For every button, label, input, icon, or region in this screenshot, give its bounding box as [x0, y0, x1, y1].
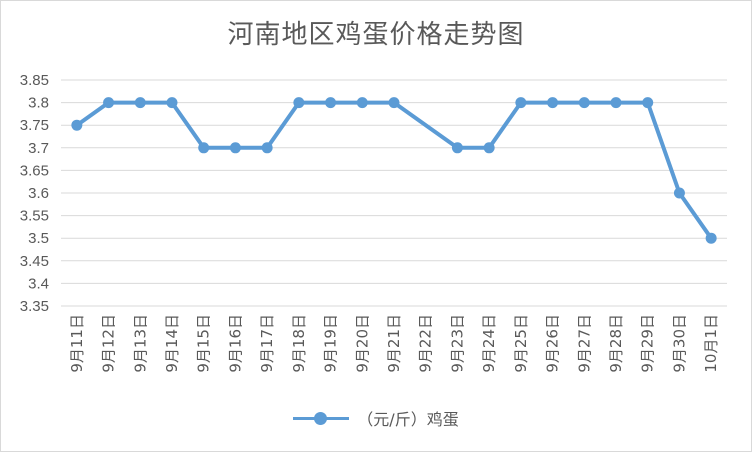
- y-tick-label: 3.5: [28, 230, 49, 247]
- x-tick-label: 9月16日: [226, 314, 244, 373]
- x-tick-label: 9月13日: [131, 314, 149, 373]
- data-point: [261, 142, 273, 154]
- y-tick-label: 3.55: [20, 208, 49, 225]
- y-tick-label: 3.65: [20, 162, 49, 179]
- x-tick-label: 9月22日: [417, 314, 435, 373]
- legend-marker: [293, 408, 350, 428]
- data-point: [166, 97, 178, 109]
- x-tick-label: 9月20日: [353, 314, 371, 373]
- data-point: [483, 142, 495, 154]
- x-tick-label: 9月12日: [100, 314, 118, 373]
- data-point: [642, 97, 654, 109]
- legend-label: （元/斤）鸡蛋: [357, 410, 459, 429]
- data-point: [388, 97, 400, 109]
- x-tick-label: 9月18日: [290, 314, 308, 373]
- data-point: [705, 232, 717, 244]
- x-tick-label: 9月15日: [195, 314, 213, 373]
- data-point: [198, 142, 210, 154]
- x-tick-label: 9月27日: [575, 314, 593, 373]
- data-point: [229, 142, 241, 154]
- y-tick-label: 3.8: [28, 95, 49, 112]
- data-point: [451, 142, 463, 154]
- x-tick-label: 9月28日: [607, 314, 625, 373]
- data-point: [515, 97, 527, 109]
- legend: （元/斤）鸡蛋: [0, 406, 752, 430]
- x-tick-label: 9月25日: [512, 314, 530, 373]
- x-tick-label: 9月19日: [322, 314, 340, 373]
- x-tick-label: 9月17日: [258, 314, 276, 373]
- data-point: [103, 97, 115, 109]
- data-point: [673, 187, 685, 199]
- x-tick-label: 9月26日: [544, 314, 562, 373]
- y-tick-label: 3.35: [20, 298, 49, 315]
- y-tick-label: 3.6: [28, 185, 49, 202]
- x-tick-label: 9月23日: [448, 314, 466, 373]
- data-point: [325, 97, 337, 109]
- data-point: [71, 119, 83, 131]
- x-tick-label: 9月14日: [163, 314, 181, 373]
- x-tick-label: 10月1日: [702, 314, 720, 373]
- chart-title: 河南地区鸡蛋价格走势图: [227, 20, 525, 50]
- x-tick-label: 9月24日: [480, 314, 498, 373]
- x-tick-label: 9月11日: [68, 314, 86, 373]
- y-tick-label: 3.45: [20, 253, 49, 270]
- y-tick-label: 3.4: [28, 275, 49, 292]
- y-tick-label: 3.75: [20, 117, 49, 134]
- data-point: [610, 97, 622, 109]
- x-tick-label: 9月30日: [670, 314, 688, 373]
- x-tick-label: 9月29日: [639, 314, 657, 373]
- y-tick-label: 3.7: [28, 140, 49, 157]
- data-point: [578, 97, 590, 109]
- y-tick-label: 3.85: [20, 72, 49, 89]
- data-point: [134, 97, 146, 109]
- x-tick-label: 9月21日: [385, 314, 403, 373]
- data-point: [547, 97, 559, 109]
- data-point: [293, 97, 305, 109]
- data-point: [356, 97, 368, 109]
